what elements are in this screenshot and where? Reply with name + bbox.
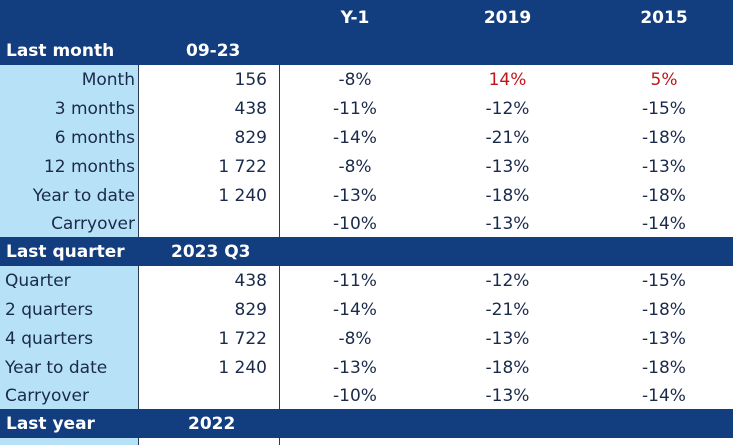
row-change-y1: -8%	[338, 69, 372, 90]
table-row: Month 156 -8% 14% 5%	[0, 65, 733, 94]
row-change-2019: -13%	[485, 213, 530, 234]
table-row: 2 quarters 829 -14% -21% -18%	[0, 295, 733, 324]
column-header-2019: 2019	[483, 8, 532, 28]
row-label: 4 quarters	[0, 324, 139, 353]
row-change-y1: -11%	[333, 270, 377, 291]
table-row: 4 quarters 1 722 -8% -13% -13%	[0, 324, 733, 353]
row-label: 6 months	[0, 123, 139, 152]
row-change-2015: -14%	[642, 213, 686, 234]
row-label: 12 months	[0, 152, 139, 181]
row-volume: 1 722	[139, 324, 280, 353]
row-change-2015: -14%	[642, 385, 686, 406]
row-change-2015: -18%	[642, 185, 686, 206]
row-volume: 829	[139, 123, 280, 152]
row-change-2015: -18%	[642, 299, 686, 320]
row-label: Carryover	[0, 210, 139, 237]
row-change-2019: -13%	[485, 328, 530, 349]
section-title: Last month	[6, 40, 115, 61]
column-header-y1: Y-1	[340, 8, 370, 28]
table-row: Carryover -10% -13% -14%	[0, 382, 733, 409]
row-change-y1: -14%	[333, 127, 377, 148]
row-change-y1: -13%	[333, 185, 377, 206]
row-change-2015: -15%	[642, 98, 686, 119]
table-row: Quarter 438 -11% -12% -15%	[0, 266, 733, 295]
column-header-2015: 2015	[640, 8, 688, 28]
section-title: Last quarter	[6, 241, 125, 262]
row-change-2019: -18%	[485, 185, 530, 206]
row-label: Year to date	[0, 181, 139, 210]
table-row: Year to date 1 240 -13% -18% -18%	[0, 181, 733, 210]
row-change-y1: -10%	[333, 213, 377, 234]
section-period: 2023 Q3	[171, 241, 251, 262]
row-change-2019: -13%	[485, 385, 530, 406]
row-volume: 156	[139, 65, 280, 94]
row-label: 3 months	[0, 94, 139, 123]
row-change-2015: -13%	[642, 328, 686, 349]
row-change-2015: -13%	[642, 156, 686, 177]
row-change-2019: -13%	[485, 156, 530, 177]
row-change-y1: -14%	[333, 299, 377, 320]
row-change-2019: -21%	[485, 299, 530, 320]
table-header: Y-1 2019 2015	[0, 0, 733, 36]
row-volume: 438	[139, 266, 280, 295]
row-change-2015: -18%	[642, 127, 686, 148]
table-row	[0, 438, 733, 445]
row-change-2019: -12%	[485, 270, 530, 291]
row-volume: 1 240	[139, 181, 280, 210]
table-row: 3 months 438 -11% -12% -15%	[0, 94, 733, 123]
section-period: 2022	[188, 413, 236, 434]
row-label: 2 quarters	[0, 295, 139, 324]
row-volume: 1 722	[139, 152, 280, 181]
row-change-2015: 5%	[650, 69, 678, 90]
row-label: Carryover	[0, 382, 139, 409]
table-row: Year to date 1 240 -13% -18% -18%	[0, 353, 733, 382]
section-header-last-year: Last year 2022	[0, 409, 733, 438]
row-change-2019: -21%	[485, 127, 530, 148]
section-period: 09-23	[186, 40, 241, 61]
table-row: Carryover -10% -13% -14%	[0, 210, 733, 237]
row-volume: 1 240	[139, 353, 280, 382]
row-change-y1: -10%	[333, 385, 377, 406]
row-change-2019: -18%	[485, 357, 530, 378]
row-volume: 438	[139, 94, 280, 123]
row-change-2019: -12%	[485, 98, 530, 119]
section-header-last-month: Last month 09-23	[0, 36, 733, 65]
row-change-2015: -15%	[642, 270, 686, 291]
row-volume	[139, 382, 280, 409]
row-change-y1: -8%	[338, 328, 372, 349]
table-row: 12 months 1 722 -8% -13% -13%	[0, 152, 733, 181]
section-title: Last year	[6, 413, 95, 434]
row-label: Quarter	[0, 266, 139, 295]
row-volume	[139, 210, 280, 237]
table-row: 6 months 829 -14% -21% -18%	[0, 123, 733, 152]
row-change-y1: -13%	[333, 357, 377, 378]
row-volume: 829	[139, 295, 280, 324]
section-header-last-quarter: Last quarter 2023 Q3	[0, 237, 733, 266]
row-label	[0, 438, 139, 445]
row-label: Month	[0, 65, 139, 94]
row-change-y1: -11%	[333, 98, 377, 119]
row-label: Year to date	[0, 353, 139, 382]
row-change-y1: -8%	[338, 156, 372, 177]
row-change-2019: 14%	[488, 69, 527, 90]
row-change-2015: -18%	[642, 357, 686, 378]
row-volume	[139, 438, 280, 445]
